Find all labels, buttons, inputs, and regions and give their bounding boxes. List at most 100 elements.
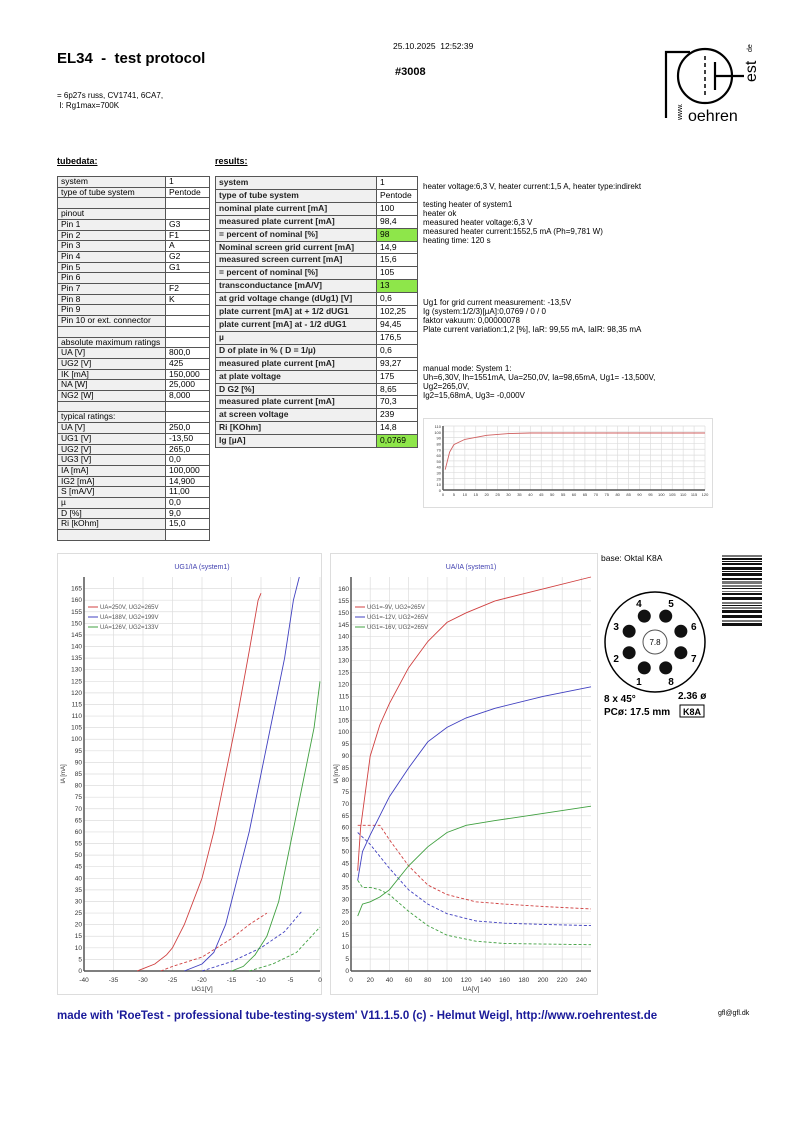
tubedata-row (57, 197, 210, 210)
tubedata-value: 14,900 (165, 475, 210, 488)
x-tick-label: -40 (79, 977, 89, 984)
chart-title: UG1/IA (system1) (174, 564, 229, 571)
result-label: = percent of nominal [%] (215, 227, 377, 242)
y-tick-label: 65 (342, 813, 350, 820)
y-tick-label: 135 (338, 646, 349, 653)
tubedata-row: Ri [kOhm] 15,0 (57, 518, 210, 531)
tubedata-row: Pin 2 F1 (57, 229, 210, 242)
x-tick-label: -20 (197, 977, 207, 984)
barcode-bar (722, 615, 762, 618)
x-tick-label: 120 (702, 492, 709, 497)
barcode-bar (722, 588, 762, 589)
result-value: 0,0769 (376, 434, 418, 449)
tubedata-row: Pin 4 G2 (57, 250, 210, 263)
result-value: 93,27 (376, 356, 418, 371)
x-axis-label: UA[V] (463, 986, 480, 993)
barcode-bar (722, 591, 762, 592)
base-code: K8A (683, 707, 702, 717)
result-value: 102,25 (376, 305, 418, 319)
result-label: D of plate in % ( D = 1/µ) (215, 343, 377, 358)
x-tick-label: 90 (637, 492, 642, 497)
barcode-bar (722, 602, 762, 604)
x-axis-label: UG1[V] (191, 986, 213, 993)
tubedata-row: Pin 7 F2 (57, 283, 210, 295)
svg-text:oehren: oehren (688, 108, 738, 125)
series-line (136, 593, 262, 972)
tubedata-row (57, 529, 210, 541)
pin-hole (659, 661, 673, 675)
tubedata-value: 9,0 (165, 507, 210, 520)
result-label: transconductance [mA/V] (215, 279, 377, 294)
barcode-bar (722, 620, 762, 622)
result-label: at grid voltage change (dUg1) [V] (215, 292, 377, 307)
y-tick-label: 140 (71, 644, 82, 651)
y-axis-label: IA [mA] (334, 764, 340, 784)
tubedata-value: 8,000 (165, 390, 210, 402)
x-tick-label: 15 (474, 492, 479, 497)
result-value: 98 (376, 227, 418, 242)
result-value: 70,3 (376, 395, 418, 410)
series-line (357, 880, 592, 946)
tubedata-value: F2 (165, 283, 210, 295)
y-tick-label: 85 (75, 771, 83, 778)
result-value: 1 (376, 176, 418, 190)
tubedata-row: Pin 9 (57, 304, 210, 317)
barcode-bar (722, 623, 762, 626)
tubedata-value (165, 325, 210, 338)
tubedata-row: UA [V] 800,0 (57, 347, 210, 359)
tubedata-value: 11,00 (165, 486, 210, 499)
result-label: system (215, 176, 377, 190)
result-value: 105 (376, 266, 418, 281)
barcode-bar (722, 571, 762, 572)
tubedata-label: Pin 3 (57, 240, 166, 252)
results-row: Nominal screen grid current [mA] 14,9 (215, 240, 418, 255)
results-row: Ri [KOhm] 14,8 (215, 421, 418, 436)
y-tick-label: 70 (437, 447, 442, 452)
svg-text:de: de (747, 44, 754, 52)
legend-entry: UA=126V, UG2=133V (100, 625, 159, 631)
tubedata-label: UG2 [V] (57, 443, 166, 456)
tubedata-value: 0,0 (165, 497, 210, 509)
tubedata-value: 250,0 (165, 422, 210, 434)
y-tick-label: 90 (437, 436, 442, 441)
serial-number: #3008 (395, 66, 426, 78)
result-label: measured plate current [mA] (215, 356, 377, 371)
series-line (357, 686, 592, 881)
tubedata-label: Pin 4 (57, 250, 166, 263)
y-tick-label: 90 (342, 753, 350, 760)
y-tick-label: 0 (345, 968, 349, 975)
tubedata-value: G3 (165, 218, 210, 231)
tubedata-row: Pin 1 G3 (57, 218, 210, 231)
barcode-bar (722, 607, 762, 609)
barcode-bar (722, 555, 762, 557)
results-row: Ig [µA] 0,0769 (215, 434, 418, 449)
x-tick-label: 160 (499, 977, 510, 984)
x-tick-label: 95 (648, 492, 653, 497)
x-tick-label: 60 (572, 492, 577, 497)
tubedata-label: type of tube system (57, 186, 166, 199)
tubedata-label: UG1 [V] (57, 432, 166, 445)
y-tick-label: 100 (434, 430, 441, 435)
series-line (357, 576, 592, 871)
x-tick-label: -35 (109, 977, 119, 984)
results-row: = percent of nominal [%] 98 (215, 227, 418, 242)
results-table: system 1 type of tube system Pentode nominal… (215, 176, 418, 449)
tubedata-value (165, 304, 210, 317)
series-line (357, 832, 592, 927)
x-tick-label: 45 (539, 492, 544, 497)
results-row: plate current [mA] at + 1/2 dUG1 102,25 (215, 305, 418, 319)
results-row: measured screen current [mA] 15,6 (215, 253, 418, 268)
tubedata-value: 150,000 (165, 368, 210, 381)
tubedata-value (165, 529, 210, 541)
result-value: 0,6 (376, 292, 418, 307)
y-tick-label: 85 (342, 765, 350, 772)
y-tick-label: 10 (342, 944, 350, 951)
tubedata-row: IA [mA] 100,000 (57, 464, 210, 477)
tubedata-value: A (165, 240, 210, 252)
legend-entry: UA=188V, UG2=199V (100, 615, 159, 621)
barcode (722, 555, 762, 626)
grid-resistor-note: I: Rg1max=700K (57, 101, 120, 110)
y-tick-label: 40 (75, 875, 83, 882)
chart-frame (330, 553, 598, 995)
tubedata-value: 0,0 (165, 454, 210, 466)
